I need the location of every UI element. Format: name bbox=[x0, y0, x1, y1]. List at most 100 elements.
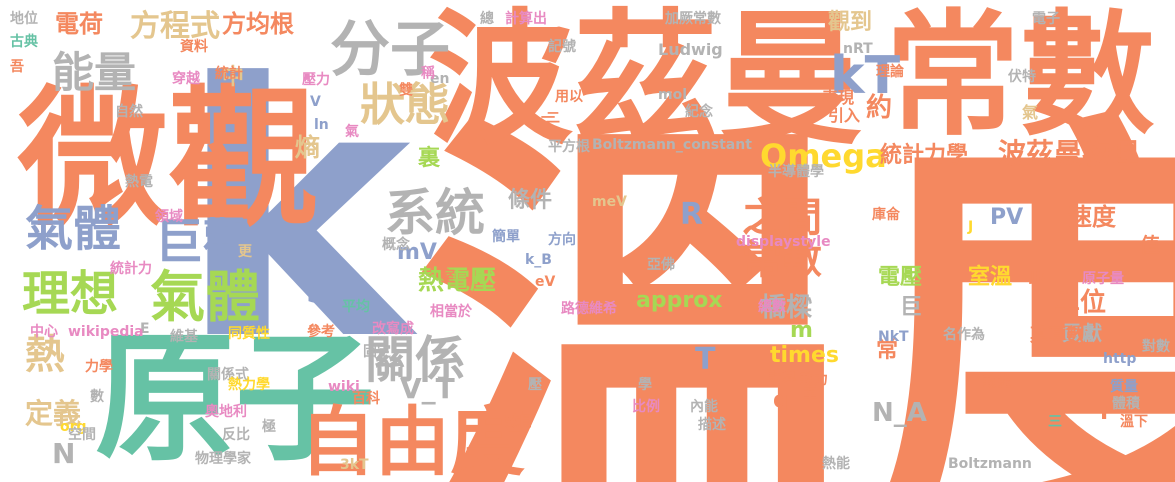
cloud-word: 關係 bbox=[365, 331, 465, 389]
cloud-word: 方向 bbox=[548, 232, 576, 248]
cloud-word: P bbox=[1100, 400, 1117, 425]
cloud-word: 簡單 bbox=[492, 229, 520, 245]
cloud-word: 熱 bbox=[25, 332, 65, 378]
cloud-word: kT bbox=[830, 46, 901, 106]
cloud-word: JK bbox=[1030, 269, 1047, 285]
cloud-word: 引入 bbox=[828, 106, 861, 125]
cloud-word: 三 bbox=[1048, 414, 1062, 430]
cloud-word: 中 bbox=[222, 65, 245, 90]
cloud-word: 方程式 bbox=[130, 9, 220, 44]
cloud-word: 理論 bbox=[876, 64, 904, 80]
cloud-word: 氣體 bbox=[150, 265, 261, 329]
cloud-word: 室溫 bbox=[968, 265, 1013, 290]
cloud-word: 穿越 bbox=[172, 71, 200, 87]
cloud-word: nRT bbox=[843, 41, 873, 57]
cloud-word: 質量 bbox=[1110, 379, 1138, 395]
cloud-word: 溫度 bbox=[415, 81, 1175, 482]
cloud-word: 系統 bbox=[385, 184, 485, 242]
cloud-word: 裏 bbox=[418, 146, 441, 171]
cloud-word: 描述 bbox=[698, 417, 726, 433]
cloud-word: 總 bbox=[480, 11, 494, 27]
cloud-word: NkT bbox=[878, 329, 909, 345]
cloud-word: 比例 bbox=[632, 399, 660, 415]
cloud-word: mV bbox=[397, 240, 437, 265]
cloud-word: 單位 bbox=[1054, 288, 1107, 318]
cloud-word: 統計力 bbox=[110, 261, 152, 277]
cloud-word: 更 bbox=[238, 244, 252, 260]
cloud-word: 紀念 bbox=[685, 104, 713, 120]
cloud-word: 用以 bbox=[555, 89, 583, 105]
cloud-word: 亞佛 bbox=[647, 257, 675, 273]
cloud-word: N_A bbox=[872, 398, 927, 428]
cloud-word: 動能 bbox=[983, 374, 1011, 390]
cloud-word: 常數 bbox=[885, 0, 1155, 154]
cloud-word: http bbox=[1103, 351, 1137, 367]
cloud-word: 自由度 bbox=[300, 398, 526, 482]
cloud-word: J bbox=[968, 219, 974, 235]
cloud-word: 空間 bbox=[68, 427, 96, 443]
cloud-word: 電壓 bbox=[878, 265, 923, 290]
cloud-word: 反比 bbox=[222, 427, 250, 443]
cloud-word: 一 bbox=[539, 110, 555, 124]
cloud-word: 概念 bbox=[382, 237, 410, 253]
cloud-word: 氣 bbox=[345, 124, 359, 140]
cloud-word: 巨 bbox=[900, 295, 923, 320]
cloud-word: times bbox=[770, 343, 839, 368]
cloud-word: 值 bbox=[1140, 233, 1160, 257]
cloud-word: 氣體 bbox=[25, 201, 122, 257]
cloud-word: 之間 bbox=[742, 195, 822, 241]
cloud-word: 關係式 bbox=[207, 367, 249, 383]
cloud-word: 計算出 bbox=[505, 11, 547, 27]
cloud-word: 分子 bbox=[330, 15, 450, 85]
cloud-word: 內能 bbox=[690, 399, 718, 415]
cloud-word: 壓力 bbox=[302, 72, 330, 88]
cloud-word: 地位 bbox=[10, 11, 38, 27]
cloud-word: 溫下 bbox=[1120, 414, 1148, 430]
cloud-word: 常 bbox=[876, 338, 899, 363]
cloud-word: 路德維希 bbox=[561, 301, 617, 317]
cloud-word: 維基 bbox=[170, 329, 198, 345]
cloud-word: 固定 bbox=[363, 344, 391, 360]
cloud-word: 自然 bbox=[115, 104, 143, 120]
cloud-word: 常數 bbox=[742, 237, 822, 283]
cloud-word: 電荷 bbox=[55, 10, 103, 38]
cloud-word: 熱電壓 bbox=[418, 266, 497, 296]
cloud-word: org bbox=[60, 419, 87, 435]
cloud-word: 熵 bbox=[295, 133, 321, 162]
cloud-word: 壓 bbox=[528, 377, 542, 393]
cloud-word: 統計力學 bbox=[880, 143, 969, 168]
cloud-word: 資料 bbox=[180, 39, 208, 55]
cloud-word: N bbox=[52, 437, 76, 470]
cloud-word: approx bbox=[636, 288, 723, 313]
cloud-word: Omega bbox=[760, 137, 887, 175]
cloud-word: S bbox=[305, 261, 338, 314]
cloud-word: eV bbox=[535, 274, 556, 290]
cloud-word: mol bbox=[658, 87, 688, 103]
cloud-word: wikipedia bbox=[68, 324, 144, 340]
cloud-word: 統計 bbox=[215, 66, 243, 82]
cloud-word: 吾 bbox=[10, 59, 24, 75]
cloud-word: 加厥常數 bbox=[665, 11, 721, 27]
cloud-word: E bbox=[140, 321, 150, 337]
cloud-word: 奧地利 bbox=[205, 404, 247, 420]
cloud-word: 改寫成 bbox=[372, 321, 414, 337]
cloud-word: 熱能 bbox=[822, 456, 850, 472]
cloud-word: 記號 bbox=[548, 39, 576, 55]
cloud-word: 中心 bbox=[30, 324, 58, 340]
cloud-word: 方均根 bbox=[222, 10, 294, 38]
cloud-word: 莫耳數 bbox=[1030, 325, 1084, 346]
cloud-word: 表現 bbox=[822, 88, 855, 107]
cloud-word: 數目 bbox=[505, 414, 533, 430]
cloud-word: 單 bbox=[803, 387, 817, 403]
cloud-word: 半導體學 bbox=[768, 164, 824, 180]
cloud-word: Boltzmann_constant bbox=[592, 137, 752, 153]
cloud-word: 理想 bbox=[22, 266, 119, 322]
cloud-word: 電子 bbox=[1032, 11, 1060, 27]
cloud-word: V bbox=[310, 94, 321, 110]
cloud-word: 狀態 bbox=[360, 78, 451, 131]
cloud-word: 熱電 bbox=[125, 174, 153, 190]
cloud-word: 觀到 bbox=[828, 10, 873, 35]
cloud-word: 對數 bbox=[1142, 339, 1170, 355]
cloud-word: 波茲曼 bbox=[428, 0, 863, 165]
